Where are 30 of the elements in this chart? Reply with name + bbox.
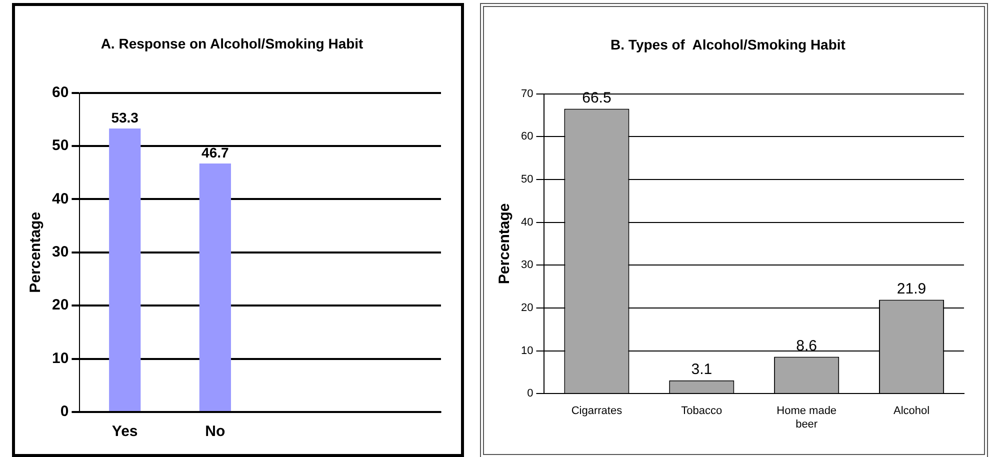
y-tick-label: 40 xyxy=(52,190,69,208)
y-tick-label: 60 xyxy=(520,130,534,143)
y-tick-label: 60 xyxy=(52,84,69,101)
x-tick-label: Yes xyxy=(112,423,138,440)
y-tick-label: 20 xyxy=(52,296,69,314)
chart-title: B. Types of Alcohol/Smoking Habit xyxy=(610,36,846,52)
y-tick-label: 0 xyxy=(527,388,534,400)
data-label: 8.6 xyxy=(796,337,818,354)
y-tick-label: 70 xyxy=(520,88,534,100)
data-label: 21.9 xyxy=(896,280,926,298)
x-tick-label: Tobacco xyxy=(681,405,722,418)
chart-title: A. Response on Alcohol/Smoking Habit xyxy=(100,35,364,52)
x-tick-label: Alcohol xyxy=(893,405,930,418)
y-tick-label: 10 xyxy=(52,350,69,367)
y-tick-label: 30 xyxy=(52,244,69,261)
y-tick-label: 20 xyxy=(520,302,534,314)
x-tick-label: Home made beer xyxy=(776,405,837,430)
data-label: 53.3 xyxy=(111,109,139,126)
y-tick-label: 50 xyxy=(520,173,534,186)
y-axis-title: Percentage xyxy=(27,212,44,293)
y-tick-label: 40 xyxy=(520,216,534,228)
x-tick-label: Cigarrates xyxy=(571,405,623,418)
y-tick-label: 30 xyxy=(520,259,534,272)
y-axis-title: Percentage xyxy=(496,203,514,284)
data-label: 46.7 xyxy=(202,144,230,160)
y-tick-label: 10 xyxy=(520,344,534,357)
x-tick-label: No xyxy=(205,423,226,440)
data-label: 3.1 xyxy=(691,360,712,378)
y-tick-label: 50 xyxy=(52,137,69,154)
y-tick-label: 0 xyxy=(60,403,69,420)
